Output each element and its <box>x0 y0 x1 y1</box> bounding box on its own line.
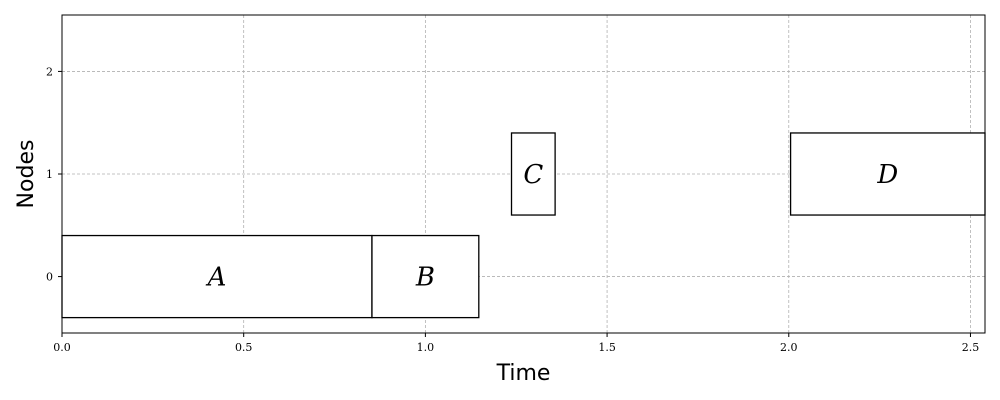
task-label-b: B <box>415 263 435 293</box>
task-label-c: C <box>523 160 543 190</box>
x-tick-label: 2.5 <box>962 341 980 354</box>
x-tick-label: 0.5 <box>235 341 253 354</box>
y-axis-title: Nodes <box>14 140 39 209</box>
y-tick-label: 2 <box>46 65 53 78</box>
task-bar-c <box>510 132 556 216</box>
task-bar-d <box>789 132 986 216</box>
task-label-d: D <box>876 160 898 190</box>
task-bar-b <box>371 234 480 319</box>
axis-ticks: 0.0 0.5 1.0 1.5 2.0 2.5 0 1 2 <box>46 65 979 354</box>
y-tick-label: 1 <box>46 168 53 181</box>
x-tick-label: 2.0 <box>780 341 798 354</box>
task-bar-a <box>61 234 373 319</box>
x-axis-title: Time <box>496 361 551 386</box>
x-tick-label: 0.0 <box>53 341 71 354</box>
x-tick-label: 1.5 <box>598 341 616 354</box>
task-bars: A B C D <box>61 132 986 319</box>
y-tick-label: 0 <box>46 271 53 284</box>
x-tick-label: 1.0 <box>417 341 435 354</box>
task-label-a: A <box>206 263 227 293</box>
